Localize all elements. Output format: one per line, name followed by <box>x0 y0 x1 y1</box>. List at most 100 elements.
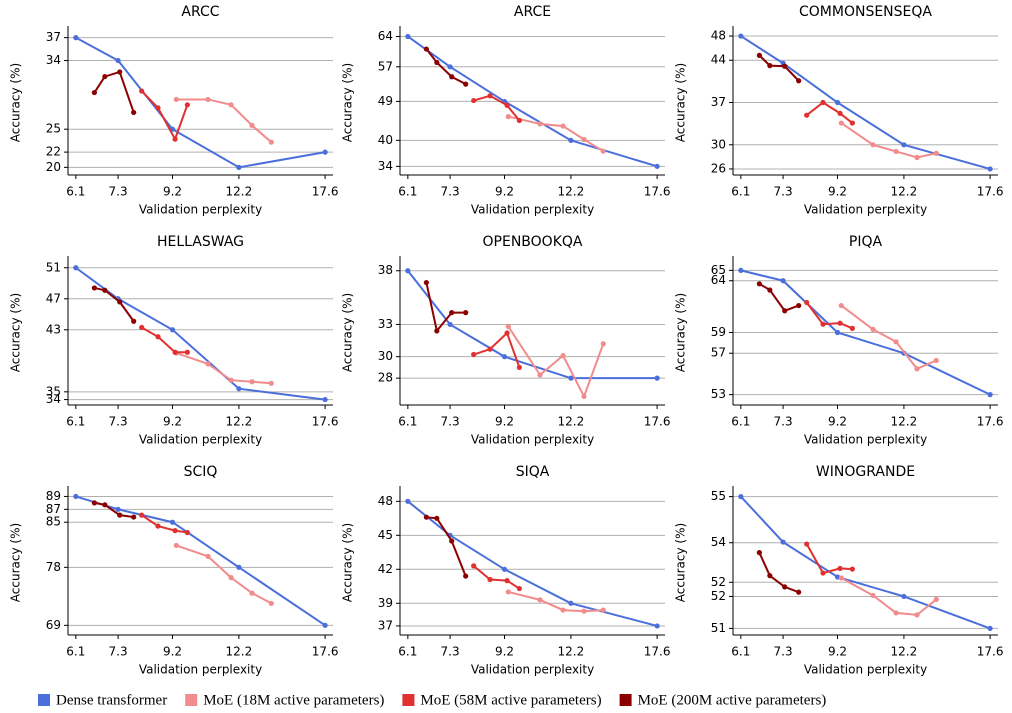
data-point <box>449 74 455 80</box>
data-point <box>796 589 802 595</box>
series-line <box>75 266 326 401</box>
x-tick-label: 6.1 <box>66 185 85 199</box>
data-point <box>504 330 510 336</box>
data-point <box>268 380 274 386</box>
data-point <box>516 117 522 124</box>
x-tick-label: 17.6 <box>644 645 671 659</box>
data-point <box>139 88 145 94</box>
y-tick-label: 89 <box>46 489 61 503</box>
chart-title: ARCC <box>181 4 219 20</box>
y-tick-label: 51 <box>46 260 61 274</box>
data-point <box>537 372 543 378</box>
x-tick-label: 12.2 <box>891 185 918 199</box>
series-line <box>175 544 272 605</box>
y-axis-label: Accuracy (%) <box>9 523 23 602</box>
x-tick-label: 12.2 <box>891 645 918 659</box>
x-tick-label: 9.2 <box>495 645 514 659</box>
series-line <box>740 495 991 630</box>
data-point <box>155 523 161 529</box>
data-point <box>560 607 566 613</box>
data-point <box>933 150 939 156</box>
data-point <box>893 339 899 345</box>
x-tick-label: 9.2 <box>495 185 514 199</box>
data-point <box>322 149 328 155</box>
data-point <box>568 600 574 606</box>
y-tick-label: 43 <box>46 322 61 336</box>
x-tick-label: 9.2 <box>828 185 847 199</box>
data-point <box>738 33 744 39</box>
chart-title: SCIQ <box>184 464 218 480</box>
data-point <box>893 610 899 616</box>
chart-title: PIQA <box>849 234 883 250</box>
legend-swatch <box>619 694 632 706</box>
data-point <box>756 550 762 556</box>
y-tick-label: 37 <box>378 618 393 632</box>
series-line <box>94 286 135 322</box>
chart-title: SIQA <box>516 464 550 480</box>
x-tick-label: 12.2 <box>226 415 253 429</box>
data-point <box>501 354 508 360</box>
y-axis-label: Accuracy (%) <box>674 63 688 142</box>
y-tick-label: 49 <box>378 94 393 108</box>
data-point <box>423 279 429 286</box>
x-tick-label: 9.2 <box>828 415 847 429</box>
series-line <box>407 500 658 627</box>
x-tick-label: 9.2 <box>163 645 182 659</box>
data-point <box>139 512 145 518</box>
data-point <box>447 64 453 70</box>
data-point <box>405 268 411 274</box>
x-tick-label: 6.1 <box>398 185 417 199</box>
data-point <box>838 120 844 126</box>
data-point <box>249 590 255 596</box>
data-point <box>487 346 493 352</box>
series-line <box>758 54 800 82</box>
data-point <box>820 570 826 576</box>
data-point <box>172 136 178 142</box>
data-point <box>117 69 123 75</box>
y-tick-label: 51 <box>711 621 726 635</box>
x-axis-label: Validation perplexity <box>471 663 594 677</box>
x-tick-label: 17.6 <box>644 185 671 199</box>
data-point <box>568 375 574 381</box>
x-tick-label: 6.1 <box>731 185 750 199</box>
data-point <box>820 99 826 106</box>
data-point <box>914 366 920 372</box>
series-line <box>175 352 272 385</box>
data-point <box>471 97 477 104</box>
data-point <box>838 575 844 581</box>
data-point <box>804 112 810 118</box>
y-tick-label: 45 <box>378 528 393 542</box>
data-point <box>804 299 810 306</box>
data-point <box>796 302 802 309</box>
series-line <box>75 36 326 169</box>
data-point <box>987 166 993 172</box>
data-point <box>837 110 843 116</box>
data-point <box>780 539 786 545</box>
x-tick-label: 7.3 <box>441 415 460 429</box>
data-point <box>228 377 234 383</box>
y-tick-label: 52 <box>711 589 726 603</box>
data-point <box>560 123 566 129</box>
data-point <box>463 310 469 316</box>
data-point <box>849 566 855 572</box>
x-tick-label: 6.1 <box>66 645 85 659</box>
data-point <box>115 57 121 64</box>
data-point <box>463 81 469 87</box>
y-tick-label: 48 <box>378 494 393 508</box>
data-point <box>780 278 786 284</box>
series-line <box>94 501 134 519</box>
data-point <box>173 96 179 103</box>
x-tick-label: 9.2 <box>163 185 182 199</box>
data-point <box>249 379 255 385</box>
y-axis-label: Accuracy (%) <box>9 293 23 372</box>
data-point <box>987 392 993 398</box>
data-point <box>449 310 455 316</box>
data-point <box>505 589 511 595</box>
y-tick-label: 30 <box>378 349 393 363</box>
data-point <box>834 99 841 106</box>
y-tick-label: 33 <box>378 317 393 331</box>
data-point <box>914 154 920 161</box>
x-axis-label: Validation perplexity <box>139 203 262 217</box>
data-point <box>139 324 145 331</box>
data-point <box>155 105 161 111</box>
